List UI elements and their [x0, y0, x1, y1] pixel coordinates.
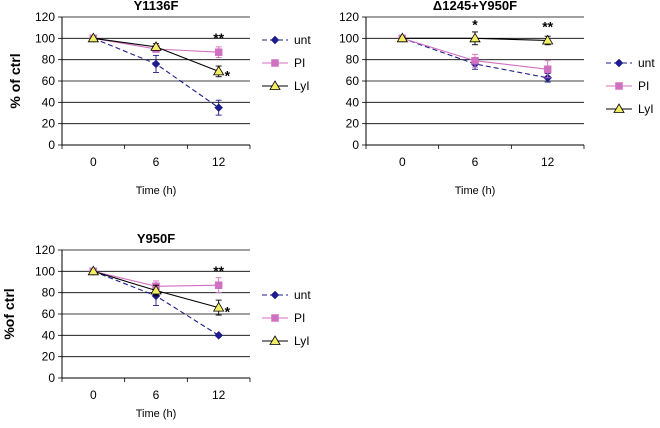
data-point-LyI	[396, 32, 409, 43]
y-tick-label: 60	[42, 74, 56, 88]
y-tick-label: 80	[346, 53, 360, 67]
legend-marker-LyI	[269, 80, 281, 90]
significance-marker: **	[213, 263, 224, 279]
legend-label-unt: unt	[638, 56, 655, 70]
y-tick-label: 40	[42, 95, 56, 109]
y-tick-label: 80	[42, 53, 56, 67]
data-point-PI	[214, 281, 223, 289]
legend-label-LyI: LyI	[294, 79, 310, 93]
series-line-unt	[402, 37, 548, 79]
legend-marker-PI	[271, 59, 279, 67]
y-tick-label: 20	[42, 350, 56, 364]
data-point-LyI	[87, 32, 100, 43]
legend: unt PI LyI	[606, 56, 655, 116]
x-tick-label: 6	[153, 155, 160, 169]
data-point-PI	[543, 65, 552, 74]
legend: unt PI LyI	[262, 288, 311, 348]
legend-label-LyI: LyI	[638, 102, 654, 116]
legend-label-unt: unt	[294, 288, 311, 302]
x-tick-label: 12	[541, 155, 555, 169]
data-point-unt	[214, 330, 224, 340]
data-point-LyI	[541, 34, 554, 45]
legend: unt PI LyI	[262, 33, 311, 93]
data-point-unt	[151, 59, 161, 69]
chart-title: Y950F	[137, 231, 175, 246]
x-tick-label: 6	[153, 388, 160, 402]
legend-marker-LyI	[269, 335, 281, 345]
y-tick-label: 120	[35, 10, 55, 24]
data-point-LyI	[469, 32, 481, 43]
data-point-LyI	[150, 284, 162, 295]
significance-marker: *	[225, 304, 231, 320]
x-tick-label: 0	[399, 155, 406, 169]
legend-label-PI: PI	[638, 79, 649, 93]
y-tick-label: 100	[35, 31, 55, 45]
y-tick-label: 80	[42, 286, 56, 300]
y-tick-label: 40	[42, 328, 56, 342]
y-tick-label: 20	[42, 117, 56, 131]
x-tick-label: 0	[90, 155, 97, 169]
legend-marker-unt	[614, 58, 624, 68]
legend-marker-LyI	[613, 103, 625, 113]
x-tick-label: 12	[212, 155, 226, 169]
y-tick-label: 60	[346, 74, 360, 88]
y-tick-label: 40	[346, 95, 360, 109]
y-axis-label: % of ctrl	[7, 53, 23, 108]
x-axis-label: Time (h)	[136, 408, 177, 420]
data-point-PI	[214, 48, 223, 56]
chart-title: Y1136F	[134, 0, 179, 13]
series-LyI	[87, 32, 225, 78]
data-point-LyI	[212, 65, 225, 76]
legend-label-PI: PI	[294, 56, 305, 70]
y-tick-label: 20	[346, 117, 360, 131]
data-point-LyI	[87, 265, 100, 276]
legend-label-PI: PI	[294, 311, 305, 325]
legend-label-unt: unt	[294, 33, 311, 47]
data-point-unt	[214, 103, 224, 113]
y-tick-label: 120	[35, 243, 55, 257]
significance-marker: *	[225, 67, 231, 83]
series-LyI	[396, 31, 554, 46]
legend-marker-unt	[270, 35, 280, 45]
y-tick-label: 0	[48, 371, 55, 385]
legend-marker-PI	[615, 82, 623, 90]
data-point-LyI	[212, 301, 225, 312]
x-tick-label: 6	[472, 155, 479, 169]
y-tick-label: 100	[35, 264, 55, 278]
significance-marker: *	[472, 16, 478, 32]
chart-title: Δ1245+Y950F	[433, 0, 517, 13]
y-axis-label: %of ctrl	[1, 288, 17, 339]
chart-panel-3: Y950F 0 20 40 60 80 100 120 0 6 12 Time (h) %of ctrl…	[1, 231, 311, 420]
data-point-PI	[471, 56, 479, 65]
x-tick-label: 12	[212, 388, 226, 402]
legend-marker-PI	[271, 314, 279, 322]
data-point-LyI	[150, 41, 162, 51]
y-tick-label: 60	[42, 307, 56, 321]
x-axis-label: Time (h)	[455, 185, 496, 197]
legend-marker-unt	[270, 290, 280, 300]
y-tick-label: 100	[339, 31, 359, 45]
x-tick-label: 0	[90, 388, 97, 402]
significance-marker: **	[542, 18, 553, 34]
y-tick-label: 120	[339, 10, 359, 24]
y-tick-label: 0	[352, 138, 359, 152]
chart-panel-1: Y1136F 0 20 40 60 80 100 120 0 6 12 Time (h) % of ct…	[7, 0, 311, 197]
y-tick-label: 0	[48, 138, 55, 152]
legend-label-LyI: LyI	[294, 334, 310, 348]
series-LyI	[87, 265, 225, 316]
x-axis-label: Time (h)	[136, 185, 177, 197]
significance-marker: **	[213, 30, 224, 46]
